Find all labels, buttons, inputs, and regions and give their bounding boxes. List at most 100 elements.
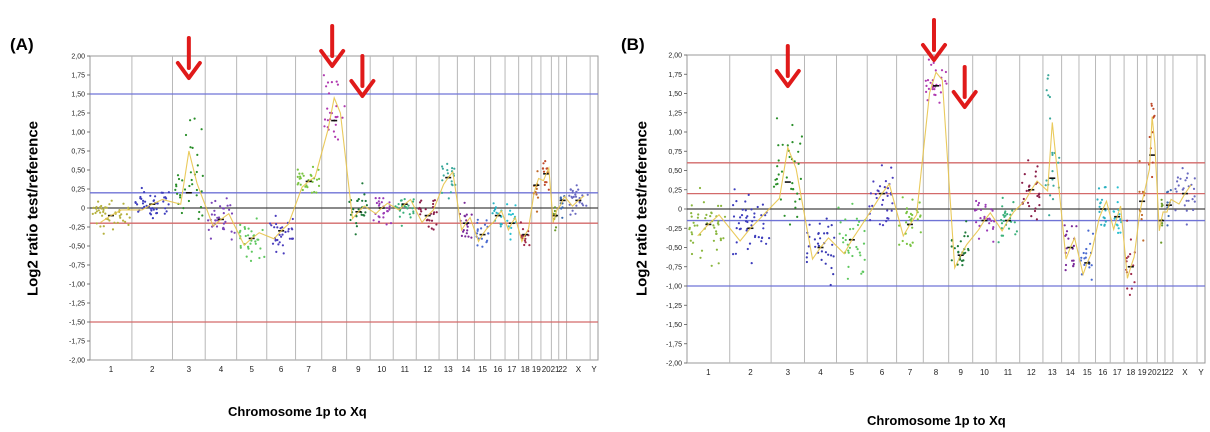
- data-point: [229, 204, 232, 207]
- data-point: [536, 170, 539, 173]
- data-point: [528, 244, 531, 247]
- data-point: [310, 191, 313, 194]
- data-point: [483, 223, 487, 226]
- series-chr-2: [732, 188, 771, 265]
- data-point: [776, 165, 779, 168]
- data-point: [428, 219, 431, 222]
- data-point: [296, 168, 299, 171]
- data-point: [139, 197, 142, 200]
- data-point: [1089, 242, 1092, 245]
- data-point: [116, 221, 119, 224]
- data-point: [348, 200, 351, 203]
- arrow-head: [774, 69, 801, 88]
- data-point: [1014, 233, 1017, 236]
- data-point: [750, 262, 753, 265]
- data-point: [163, 212, 166, 215]
- data-point: [1006, 213, 1009, 216]
- series-chr-10: [973, 199, 996, 243]
- data-point: [363, 193, 366, 196]
- data-point: [554, 226, 558, 229]
- data-point: [352, 208, 355, 211]
- series-chr-3: [174, 117, 204, 220]
- chromosome-label: 6: [279, 365, 284, 374]
- chromosome-label: 22: [558, 365, 567, 374]
- data-point: [521, 228, 525, 231]
- data-point: [693, 224, 696, 227]
- data-point: [243, 227, 247, 230]
- data-point: [748, 242, 752, 245]
- y-tick-label: 0,25: [668, 187, 682, 194]
- data-point: [418, 201, 422, 204]
- arrow-icon: [951, 65, 978, 109]
- data-point: [1185, 209, 1188, 212]
- data-point: [700, 249, 704, 252]
- y-tick-label: -1,50: [69, 320, 85, 327]
- data-point: [886, 194, 889, 197]
- data-point: [1082, 251, 1085, 255]
- data-point: [1087, 229, 1090, 232]
- data-point: [574, 195, 578, 198]
- data-point: [180, 211, 183, 215]
- data-point: [141, 202, 145, 205]
- data-point: [1160, 241, 1163, 244]
- data-point: [1047, 74, 1050, 77]
- data-point: [511, 212, 514, 216]
- y-tick-label: 0,75: [71, 149, 85, 156]
- data-point: [406, 207, 409, 210]
- data-point: [844, 234, 847, 237]
- data-point: [919, 231, 922, 234]
- data-point: [927, 87, 930, 90]
- data-point: [824, 262, 827, 265]
- data-point: [102, 225, 105, 228]
- data-point: [1100, 223, 1103, 226]
- data-point: [163, 196, 166, 199]
- data-point: [1001, 196, 1004, 199]
- data-point: [799, 177, 802, 180]
- data-point: [118, 214, 121, 217]
- data-point: [287, 230, 290, 233]
- data-point: [149, 213, 153, 216]
- chromosome-label: 3: [187, 365, 192, 374]
- data-point: [104, 212, 107, 215]
- y-tick-label: 1,50: [71, 92, 85, 99]
- data-point: [407, 204, 410, 207]
- data-point: [832, 255, 835, 258]
- data-point: [341, 116, 344, 119]
- data-point: [326, 81, 330, 84]
- y-tick-label: -0,25: [666, 226, 682, 233]
- data-point: [201, 214, 204, 217]
- data-point: [793, 160, 796, 163]
- data-point: [1112, 210, 1116, 213]
- data-point: [827, 225, 830, 228]
- data-point: [1072, 259, 1075, 262]
- data-point: [858, 220, 861, 223]
- series-chr-2: [134, 186, 170, 220]
- data-point: [746, 215, 749, 218]
- data-point: [207, 219, 210, 222]
- data-point: [335, 80, 338, 83]
- data-point: [1027, 159, 1030, 162]
- data-point: [247, 245, 250, 248]
- data-point: [199, 206, 203, 209]
- data-point: [872, 180, 875, 183]
- data-point: [891, 176, 894, 179]
- data-point: [108, 203, 111, 206]
- data-point: [239, 244, 242, 248]
- data-point: [1027, 185, 1031, 188]
- data-point: [1179, 177, 1182, 180]
- data-point: [221, 207, 224, 210]
- data-point: [219, 205, 222, 208]
- arrow-icon: [349, 54, 376, 98]
- data-point: [273, 226, 276, 229]
- data-point: [309, 173, 312, 176]
- chromosome-label: 9: [958, 368, 963, 377]
- data-point: [385, 206, 389, 210]
- data-point: [357, 198, 360, 201]
- data-point: [150, 209, 153, 212]
- data-point: [1064, 269, 1067, 272]
- data-point: [430, 219, 434, 222]
- data-point: [214, 199, 217, 203]
- data-point: [470, 236, 473, 239]
- data-point: [523, 239, 527, 242]
- data-point: [182, 207, 185, 210]
